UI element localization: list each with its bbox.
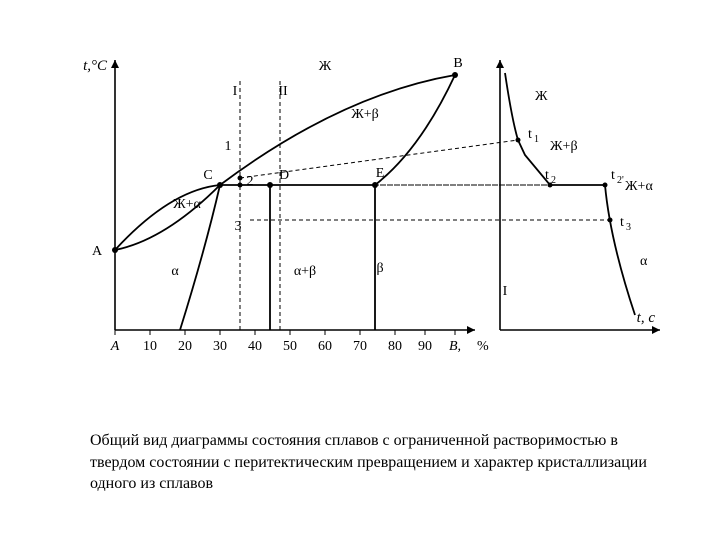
- svg-text:E: E: [376, 166, 385, 181]
- svg-text:Ж+β: Ж+β: [351, 107, 379, 122]
- svg-text:B,: B,: [449, 339, 461, 354]
- svg-text:2: 2: [551, 175, 556, 186]
- svg-text:Ж: Ж: [535, 89, 548, 104]
- svg-text:Ж+α: Ж+α: [625, 179, 653, 194]
- svg-text:t,°C: t,°C: [83, 58, 108, 74]
- svg-text:%: %: [477, 339, 489, 354]
- svg-text:t: t: [620, 215, 624, 230]
- svg-text:3: 3: [235, 219, 242, 234]
- svg-text:90: 90: [418, 339, 432, 354]
- svg-text:80: 80: [388, 339, 402, 354]
- caption-text: Общий вид диаграммы состояния сплавов с …: [90, 430, 650, 495]
- svg-text:1: 1: [534, 134, 539, 145]
- svg-text:t: t: [545, 168, 549, 183]
- svg-text:D: D: [279, 168, 289, 183]
- svg-text:t, c: t, c: [637, 310, 656, 326]
- svg-text:I: I: [503, 284, 508, 299]
- svg-text:50: 50: [283, 339, 297, 354]
- svg-text:Ж+α: Ж+α: [173, 197, 201, 212]
- svg-text:α: α: [171, 264, 179, 279]
- svg-text:2': 2': [617, 175, 624, 186]
- svg-text:Ж+β: Ж+β: [550, 139, 578, 154]
- svg-text:60: 60: [318, 339, 332, 354]
- svg-text:t: t: [611, 168, 615, 183]
- page: t,°C A 10 20 30 40 50 60 70 80 90 B,% A B C D E Ж Ж+β Ж+α α α…: [0, 0, 720, 540]
- svg-text:30: 30: [213, 339, 227, 354]
- svg-text:40: 40: [248, 339, 262, 354]
- svg-text:3: 3: [626, 222, 631, 233]
- phase-diagram: t,°C A 10 20 30 40 50 60 70 80 90 B,% A B C D E Ж Ж+β Ж+α α α…: [80, 40, 680, 360]
- svg-text:α+β: α+β: [294, 264, 316, 279]
- svg-text:A: A: [92, 244, 103, 259]
- svg-text:B: B: [453, 56, 462, 71]
- svg-text:C: C: [203, 168, 212, 183]
- svg-text:10: 10: [143, 339, 157, 354]
- svg-text:20: 20: [178, 339, 192, 354]
- phase-diagram-svg: t,°C A 10 20 30 40 50 60 70 80 90 B,% A B C D E Ж Ж+β Ж+α α α…: [80, 40, 680, 360]
- svg-text:A: A: [110, 339, 120, 354]
- svg-text:I: I: [233, 84, 238, 99]
- svg-text:1: 1: [225, 139, 232, 154]
- svg-text:II: II: [278, 84, 288, 99]
- svg-text:α: α: [640, 254, 648, 269]
- svg-text:β: β: [376, 261, 383, 276]
- svg-text:Ж: Ж: [319, 59, 332, 74]
- svg-text:70: 70: [353, 339, 367, 354]
- svg-text:t: t: [528, 127, 532, 142]
